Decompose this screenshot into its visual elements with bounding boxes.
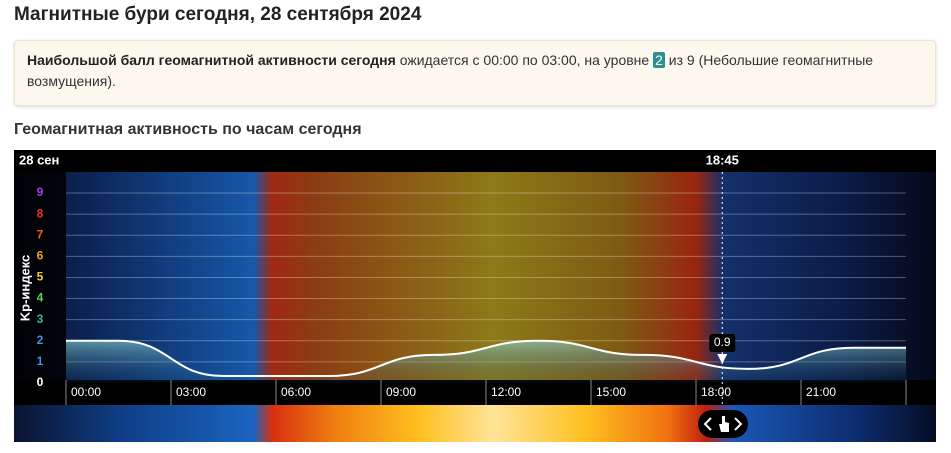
line-edge [66,339,906,349]
x-axis-strip [14,380,936,405]
notice-bold: Наибольшой балл геомагнитной активности … [27,52,396,68]
now-value-label: 0.9 [714,335,731,349]
x-tick-label: 03:00 [176,385,206,399]
y-tick-label: 7 [37,227,44,241]
y-tick-label: 4 [37,291,44,305]
now-value-box [709,334,736,352]
y-tick-label: 0 [37,375,44,389]
overview-bar [14,405,936,442]
now-label: 18:45 [706,152,739,167]
x-tick-label: 12:00 [491,385,521,399]
y-axis-label: Kp-индекс [17,255,32,322]
x-tick-label: 00:00 [71,385,101,399]
date-label: 28 сен [19,152,59,167]
level-badge: 2 [653,52,665,68]
x-tick-label: 18:00 [701,385,731,399]
y-tick-label: 8 [37,206,44,220]
hand-icon [719,416,729,432]
x-tick-label: 15:00 [596,385,626,399]
x-tick-label: 09:00 [386,385,416,399]
notice-text: ожидается с 00:00 по 03:00, на уровне [395,52,654,68]
y-tick-label: 5 [37,270,44,284]
line [118,339,854,378]
section-title: Геомагнитная активность по часам сегодня [14,121,362,138]
x-tick-label: 21:00 [806,385,836,399]
notice: Наибольшой балл геомагнитной активности … [14,40,936,106]
scroll-arrows [703,417,743,431]
top-strip [14,150,936,172]
y-tick-label: 1 [37,354,44,368]
axis-strip [14,172,66,405]
notice-text: из 9 (Небольшие геомагнитные возмущения)… [27,52,874,89]
now-marker [717,354,728,364]
x-tick-label: 06:00 [281,385,311,399]
y-tick-label: 3 [37,312,44,326]
area-fill [118,340,854,383]
y-tick-label: 2 [37,333,44,347]
y-tick-label: 6 [37,249,44,263]
page-title: Магнитные бури сегодня, 28 сентября 2024 [14,4,422,25]
y-tick-label: 9 [37,185,44,199]
